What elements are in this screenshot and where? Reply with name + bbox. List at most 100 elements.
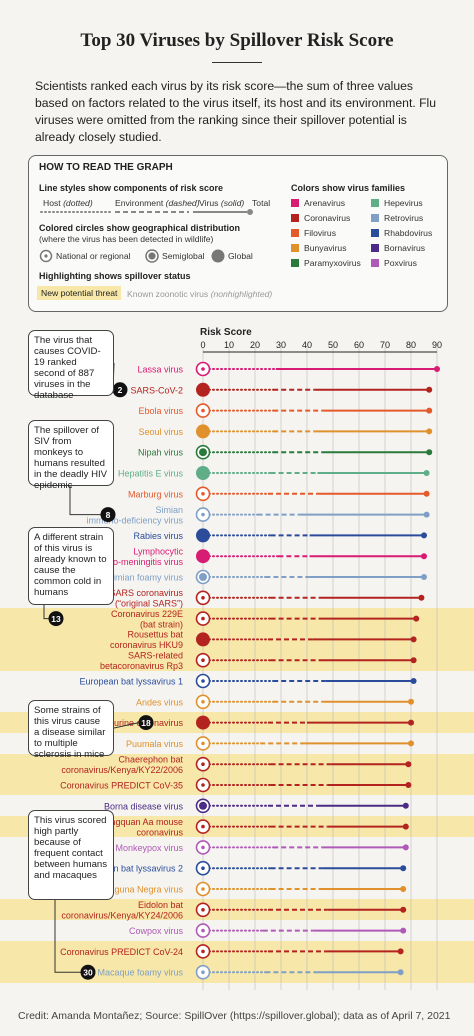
total-label: Total: [252, 198, 271, 208]
total-dot: [397, 969, 404, 976]
virus-label: European bat lyssavirus 1: [79, 677, 183, 687]
distribution-circle: [196, 715, 210, 730]
total-dot: [400, 886, 407, 892]
virus-label: Hepatitis E virus: [118, 469, 184, 479]
annotation-leader: [43, 605, 49, 620]
family-swatch-bunyavirus: [291, 244, 299, 252]
virus-label: Nipah virus: [138, 448, 184, 458]
family-swatch-rhabdovirus: [371, 229, 379, 237]
distribution-circle: [196, 549, 210, 564]
total-dot: [434, 366, 440, 372]
distribution-core: [201, 616, 205, 621]
family-label-bunyavirus: Bunyavirus: [304, 243, 347, 253]
intro-text: Scientists ranked each virus by its risk…: [35, 79, 437, 144]
annotation-leader: [54, 900, 81, 973]
distribution-core: [201, 824, 205, 829]
virus-label: Lymphocytic: [133, 546, 183, 556]
family-label-coronavirus: Coronavirus: [304, 213, 351, 223]
annotation-box: This virus scored high partly because of…: [28, 810, 114, 900]
virus-label: coronavirus/Kenya/KY22/2006: [61, 765, 183, 775]
distribution-core: [201, 367, 205, 371]
distribution-core: [201, 908, 205, 912]
distribution-core: [201, 845, 205, 850]
virus-label: Rousettus bat: [127, 630, 183, 640]
annotation-box: Some strains of this virus cause a disea…: [28, 700, 114, 760]
virus-label: coronavirus: [136, 827, 183, 837]
dist-global-label: Global: [228, 251, 253, 261]
virus-label: Chaerephon bat: [118, 754, 183, 764]
tick-label: 20: [250, 340, 260, 350]
line-style-sample: [40, 209, 253, 215]
virus-label: Andes virus: [136, 697, 184, 707]
credit-line: Credit: Amanda Montañez; Source: SpillOv…: [18, 1010, 451, 1022]
distribution-core: [201, 679, 205, 683]
annotation-box: The spillover of SIV from monkeys to hum…: [28, 420, 114, 491]
distribution-core: [201, 741, 205, 746]
family-label-paramyxovirus: Paramyxovirus: [304, 258, 361, 268]
virus-label: (bat strain): [140, 619, 183, 629]
total-dot: [421, 574, 427, 580]
families-title: Colors show virus families: [291, 183, 406, 193]
rank-marker-label: 8: [106, 510, 111, 520]
virus-label: Marburg virus: [128, 489, 184, 499]
dist-semiglobal-label: Semiglobal: [162, 251, 205, 261]
total-dot: [421, 532, 427, 539]
virus-label: Cowpox virus: [129, 926, 184, 936]
annotation-box: The virus that causes COVID-19 ranked se…: [28, 330, 114, 401]
distribution-core: [201, 887, 205, 891]
total-dot: [421, 553, 427, 560]
total-dot: [423, 470, 430, 476]
new-threat-swatch: New potential threat: [37, 286, 122, 300]
distribution-core: [201, 658, 205, 662]
virus-label: coronavirus/Kenya/KY24/2006: [61, 911, 183, 921]
circles-title: Colored circles show geographical distri…: [39, 223, 241, 233]
rank-marker: [138, 715, 154, 731]
distribution-core: [199, 448, 207, 457]
virus-label: Monkeypox virus: [115, 843, 183, 853]
family-swatch-filovirus: [291, 229, 299, 237]
family-label-bornavirus: Bornavirus: [384, 243, 426, 253]
family-label-rhabdovirus: Rhabdovirus: [384, 228, 433, 238]
title-divider: [212, 62, 262, 63]
virus-label: Ebola virus: [138, 406, 183, 416]
total-dot: [423, 490, 430, 497]
family-swatch-arenavirus: [291, 199, 299, 207]
virus-label: Simian: [155, 505, 183, 515]
total-dot: [400, 906, 407, 913]
tick-label: 30: [276, 340, 286, 350]
total-dot: [408, 698, 414, 705]
virus-label: Seoul virus: [138, 427, 183, 437]
virus-label: SARS coronavirus: [109, 588, 183, 598]
virus-label: betacoronavirus Rp3: [100, 661, 183, 671]
total-dot: [402, 823, 409, 830]
distribution-core: [201, 783, 205, 787]
total-dot: [408, 719, 414, 726]
total-dot: [410, 657, 417, 664]
virus-label: Macaque foamy virus: [97, 968, 183, 978]
national-circle-icon: [39, 249, 53, 263]
distribution-circle: [196, 424, 210, 439]
virus-label: coronavirus HKU9: [110, 640, 183, 650]
distribution-core: [201, 408, 205, 413]
total-dot: [413, 615, 420, 622]
distribution-core: [201, 700, 205, 704]
total-dot: [402, 802, 409, 809]
virus-label: Puumala virus: [126, 739, 184, 749]
family-label-retrovirus: Retrovirus: [384, 213, 424, 223]
virus-style-label: Virus (solid): [199, 198, 245, 208]
virus-label: Lassa virus: [137, 365, 183, 375]
rank-marker-label: 2: [118, 385, 123, 395]
dist-national-label: National or regional: [56, 251, 131, 261]
family-label-hepevirus: Hepevirus: [384, 198, 423, 208]
annotation-leader: [113, 722, 140, 729]
legend-box: HOW TO READ THE GRAPH Line styles show c…: [28, 155, 448, 312]
tick-label: 0: [200, 340, 205, 350]
rank-marker: [112, 382, 128, 398]
host-style-label: Host (dotted): [43, 198, 93, 208]
distribution-circle: [196, 382, 210, 397]
virus-label: Coronavirus PREDICT CoV-24: [60, 947, 183, 957]
family-swatch-bornavirus: [371, 244, 379, 252]
total-dot: [402, 844, 409, 851]
distribution-core: [201, 928, 205, 933]
virus-label: SARS-CoV-2: [130, 385, 183, 395]
